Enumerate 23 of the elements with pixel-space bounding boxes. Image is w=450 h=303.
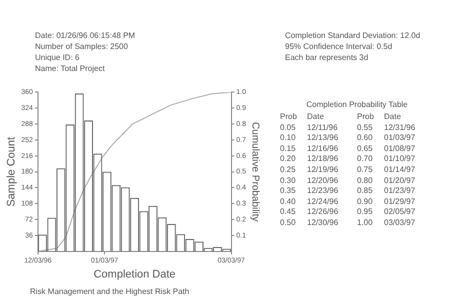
text: 0.25 12/19/96 0.75 01/14/97 xyxy=(280,164,416,174)
text: Risk Management and the Highest Risk Path xyxy=(30,286,190,297)
text: Number of Samples: 2500 xyxy=(35,41,128,52)
y2-axis-title: Cumulative Probability xyxy=(249,122,260,222)
y-axis-title: Sample Count xyxy=(6,136,18,207)
text: 0.10 12/13/96 0.60 01/03/97 xyxy=(280,133,416,142)
text: 95% Confidence Interval: 0.5d xyxy=(285,41,392,52)
text: 0.50 12/30/96 1.00 03/03/97 xyxy=(280,218,416,227)
text: Completion Probability Table xyxy=(305,100,409,109)
text: Each bar represents 3d xyxy=(285,52,368,63)
text: 0.05 12/11/96 0.55 12/31/96 xyxy=(280,122,416,132)
text: 0.35 12/23/96 0.85 01/23/97 xyxy=(280,186,416,196)
text: 0.45 12/26/96 0.95 02/05/97 xyxy=(280,207,416,216)
text: Completion Standard Deviation: 12.0d xyxy=(285,30,420,41)
text: Unique ID: 6 xyxy=(35,52,80,63)
x-axis-title: Completion Date xyxy=(94,268,176,280)
text: Name: Total Project xyxy=(35,63,105,74)
text: Date: 01/26/96 06:15:48 PM xyxy=(35,30,136,41)
text: 0.20 12/18/96 0.70 01/10/97 xyxy=(280,154,416,164)
text: 0.40 12/24/96 0.90 01/29/97 xyxy=(280,196,416,206)
text: 0.15 12/16/96 0.65 01/08/97 xyxy=(280,144,416,153)
text: 0.30 12/20/96 0.80 01/20/97 xyxy=(280,176,416,185)
text: Prob Date Prob Date xyxy=(280,112,401,121)
